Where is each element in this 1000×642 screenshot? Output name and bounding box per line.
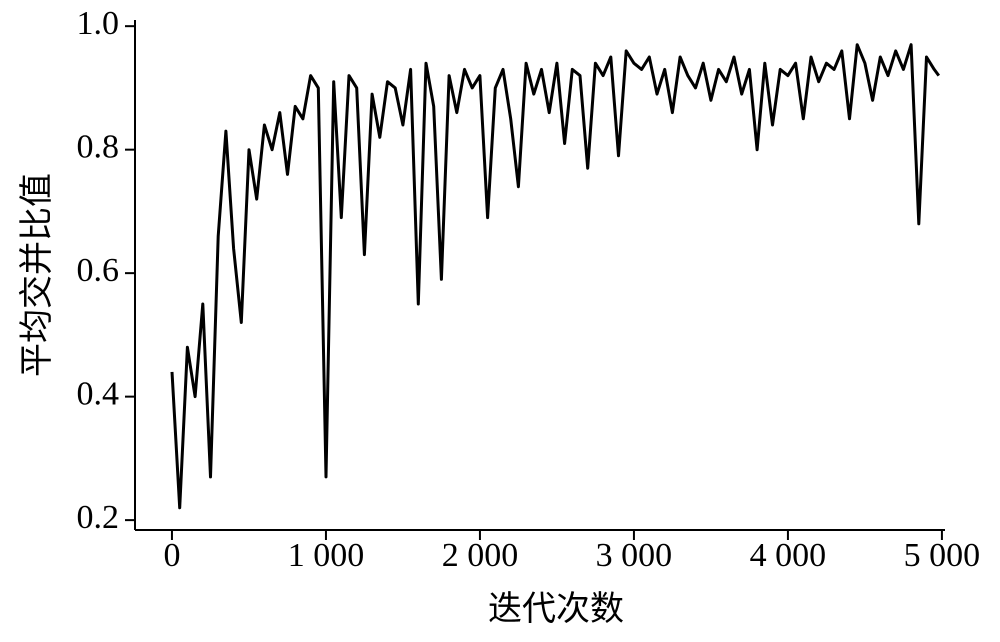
- x-tick-label: 3 000: [596, 537, 673, 574]
- y-tick-label: 0.8: [77, 128, 120, 165]
- x-tick-label: 4 000: [750, 537, 827, 574]
- y-tick-label: 0.2: [77, 499, 120, 536]
- y-axis-label: 平均交并比值: [18, 173, 56, 377]
- y-tick-label: 1.0: [77, 5, 120, 42]
- x-tick-label: 2 000: [442, 537, 519, 574]
- x-tick-label: 0: [163, 537, 180, 574]
- y-tick-label: 0.4: [77, 375, 120, 412]
- y-tick-label: 0.6: [77, 252, 120, 289]
- x-tick-label: 5 000: [904, 537, 981, 574]
- x-tick-label: 1 000: [288, 537, 365, 574]
- x-axis-label: 迭代次数: [488, 590, 624, 628]
- data-line: [170, 43, 941, 510]
